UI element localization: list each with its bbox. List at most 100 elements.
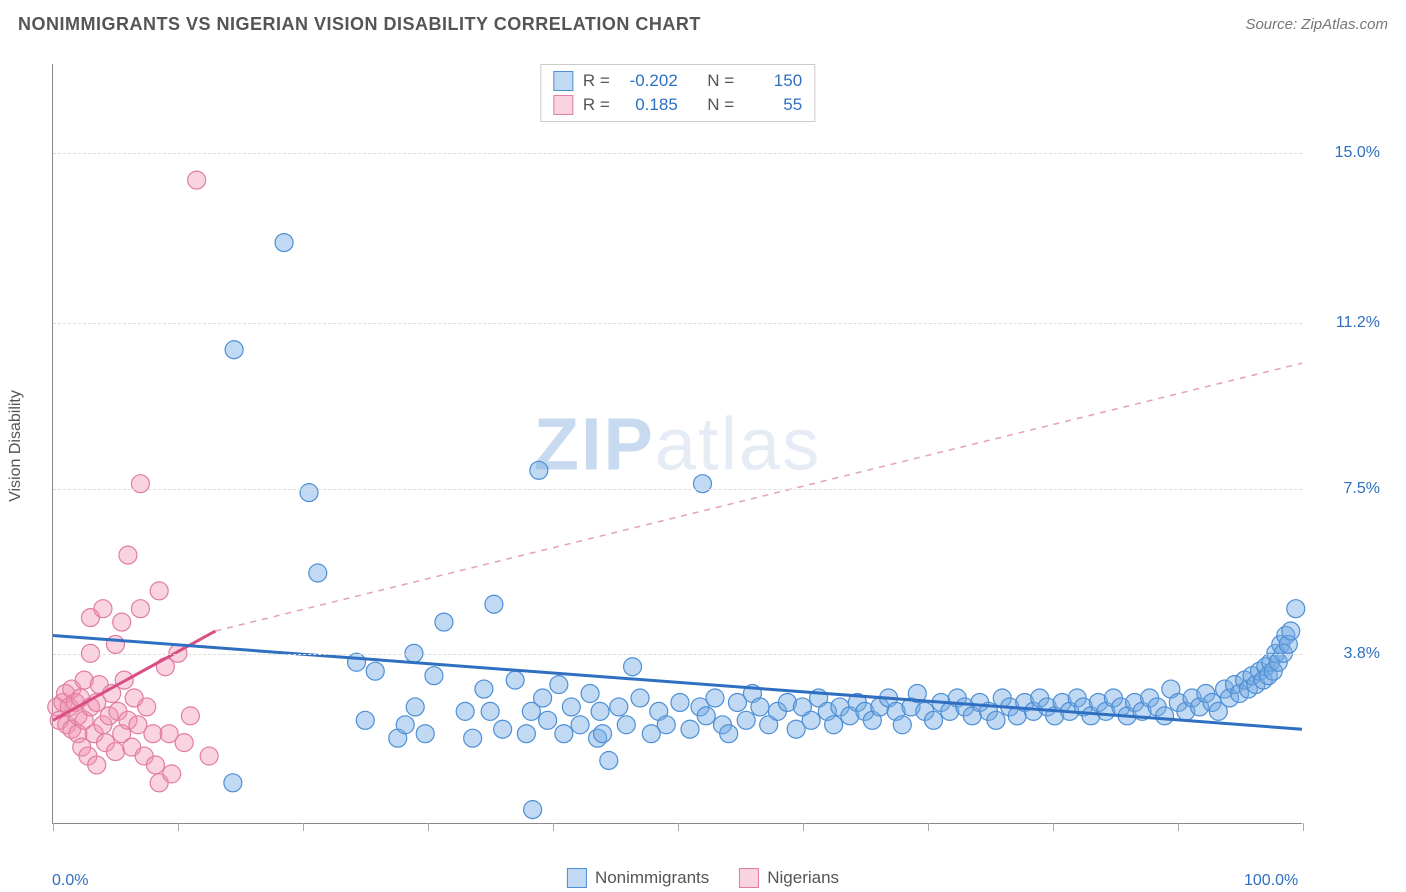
data-point xyxy=(475,680,493,698)
legend-item: Nigerians xyxy=(739,868,839,888)
data-point xyxy=(1282,622,1300,640)
plot-svg xyxy=(53,64,1302,823)
source-label: Source: ZipAtlas.com xyxy=(1245,16,1388,33)
x-axis-min-label: 0.0% xyxy=(52,872,88,890)
data-point xyxy=(300,484,318,502)
data-point xyxy=(610,698,628,716)
data-point xyxy=(150,582,168,600)
data-point xyxy=(555,725,573,743)
legend-swatch xyxy=(553,71,573,91)
data-point xyxy=(802,711,820,729)
data-point xyxy=(737,711,755,729)
legend-swatch xyxy=(739,868,759,888)
data-point xyxy=(144,725,162,743)
data-point xyxy=(534,689,552,707)
x-tick xyxy=(53,823,54,831)
data-point xyxy=(494,720,512,738)
chart-title: NONIMMIGRANTS VS NIGERIAN VISION DISABIL… xyxy=(18,14,701,35)
x-tick xyxy=(303,823,304,831)
data-point xyxy=(425,667,443,685)
legend-corr-row: R =0.185 N =55 xyxy=(553,93,802,117)
data-point xyxy=(113,613,131,631)
y-tick-label: 11.2% xyxy=(1312,314,1380,332)
data-point xyxy=(697,707,715,725)
data-point xyxy=(825,716,843,734)
data-point xyxy=(591,702,609,720)
data-point xyxy=(485,595,503,613)
legend-swatch xyxy=(553,95,573,115)
data-point xyxy=(657,716,675,734)
data-point xyxy=(356,711,374,729)
data-point xyxy=(456,702,474,720)
legend-label: Nigerians xyxy=(767,868,839,888)
data-point xyxy=(406,698,424,716)
chart-header: NONIMMIGRANTS VS NIGERIAN VISION DISABIL… xyxy=(18,14,1388,35)
x-tick xyxy=(1303,823,1304,831)
data-point xyxy=(987,711,1005,729)
data-point xyxy=(594,725,612,743)
data-point xyxy=(562,698,580,716)
gridline xyxy=(53,323,1302,324)
data-point xyxy=(671,693,689,711)
data-point xyxy=(893,716,911,734)
data-point xyxy=(225,341,243,359)
data-point xyxy=(131,600,149,618)
data-point xyxy=(571,716,589,734)
data-point xyxy=(309,564,327,582)
plot-area: ZIPatlas R =-0.202 N =150R =0.185 N =55 … xyxy=(52,64,1302,824)
data-point xyxy=(631,689,649,707)
data-point xyxy=(751,698,769,716)
trend-line xyxy=(215,363,1302,631)
gridline xyxy=(53,489,1302,490)
data-point xyxy=(119,546,137,564)
y-tick-label: 7.5% xyxy=(1312,480,1380,498)
data-point xyxy=(530,461,548,479)
x-tick xyxy=(553,823,554,831)
data-point xyxy=(720,725,738,743)
gridline xyxy=(53,654,1302,655)
data-point xyxy=(517,725,535,743)
data-point xyxy=(200,747,218,765)
data-point xyxy=(275,234,293,252)
x-tick xyxy=(1053,823,1054,831)
data-point xyxy=(624,658,642,676)
legend-swatch xyxy=(567,868,587,888)
x-tick xyxy=(803,823,804,831)
data-point xyxy=(366,662,384,680)
data-point xyxy=(88,756,106,774)
data-point xyxy=(524,801,542,819)
legend-bottom: Nonimmigrants Nigerians xyxy=(567,868,839,888)
trend-line xyxy=(53,635,1302,729)
x-axis-max-label: 100.0% xyxy=(1244,872,1298,890)
data-point xyxy=(188,171,206,189)
data-point xyxy=(131,475,149,493)
data-point xyxy=(106,743,124,761)
data-point xyxy=(94,600,112,618)
data-point xyxy=(581,685,599,703)
x-tick xyxy=(428,823,429,831)
data-point xyxy=(539,711,557,729)
data-point xyxy=(600,752,618,770)
y-axis-label: Vision Disability xyxy=(7,390,25,502)
legend-correlation: R =-0.202 N =150R =0.185 N =55 xyxy=(540,64,815,122)
legend-item: Nonimmigrants xyxy=(567,868,709,888)
legend-corr-row: R =-0.202 N =150 xyxy=(553,69,802,93)
gridline xyxy=(53,153,1302,154)
data-point xyxy=(175,734,193,752)
data-point xyxy=(464,729,482,747)
x-tick xyxy=(178,823,179,831)
data-point xyxy=(1287,600,1305,618)
data-point xyxy=(416,725,434,743)
data-point xyxy=(550,676,568,694)
data-point xyxy=(396,716,414,734)
data-point xyxy=(506,671,524,689)
x-tick xyxy=(1178,823,1179,831)
data-point xyxy=(138,698,156,716)
data-point xyxy=(617,716,635,734)
data-point xyxy=(706,689,724,707)
data-point xyxy=(106,635,124,653)
data-point xyxy=(681,720,699,738)
data-point xyxy=(693,475,711,493)
legend-label: Nonimmigrants xyxy=(595,868,709,888)
data-point xyxy=(181,707,199,725)
